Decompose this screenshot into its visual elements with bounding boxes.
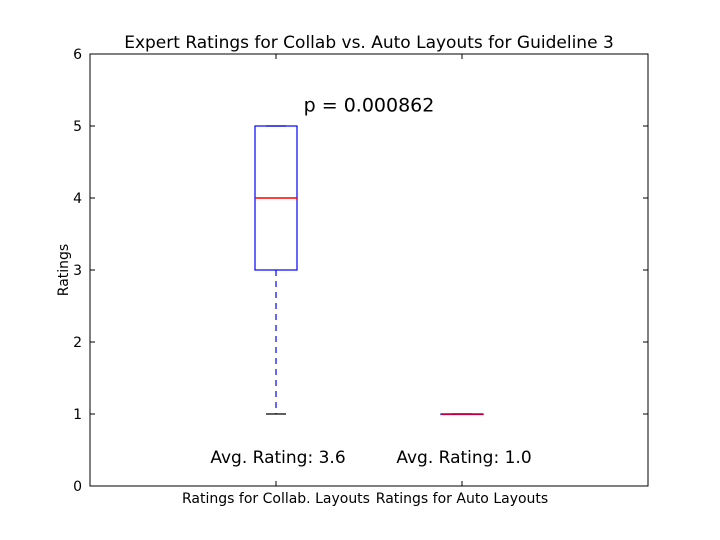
plot-area-frame [89,53,649,487]
box-series: Avg. Rating: 3.6 Avg. Rating: 1.0 [210,125,532,468]
p-value-annotation: p = 0.000862 [304,94,435,116]
y-tick-label: 0 [73,479,82,495]
y-tick-label: 1 [73,407,82,423]
box-group: Avg. Rating: 3.6 [210,125,346,468]
y-tick-label: 3 [73,263,82,279]
y-axis-label: Ratings [56,244,72,296]
box-group: Avg. Rating: 1.0 [396,413,532,468]
chart-title: Expert Ratings for Collab vs. Auto Layou… [124,33,614,53]
x-axis-tick-labels: Ratings for Collab. Layouts Ratings for A… [182,54,548,507]
y-tick-label: 6 [73,47,82,63]
y-tick-label: 2 [73,335,82,351]
x-tick-label: Ratings for Auto Layouts [376,491,548,507]
average-rating-label: Avg. Rating: 3.6 [210,448,345,468]
y-tick-label: 4 [73,191,82,207]
y-tick-label: 5 [73,119,82,135]
y-axis-ticks: 0 1 2 3 4 5 6 [73,47,648,495]
average-rating-label: Avg. Rating: 1.0 [396,448,531,468]
x-tick-label: Ratings for Collab. Layouts [182,491,370,507]
